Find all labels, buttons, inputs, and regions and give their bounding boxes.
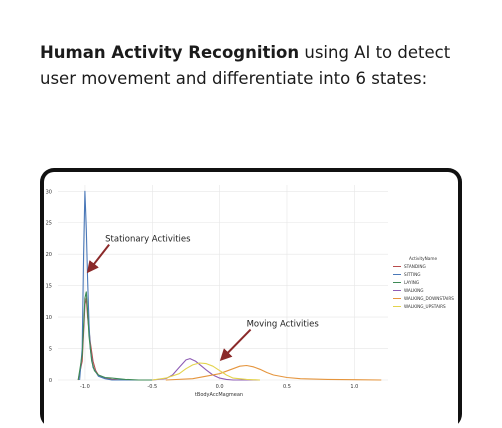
- intro-bold: Human Activity Recognition: [40, 43, 300, 62]
- legend-entry: SITTING: [404, 272, 421, 277]
- device-frame: 0 5 10 15 20 25 30 -1.0 -0.5 0.0 0.5 1.0 tBodyAccMag…: [40, 168, 462, 428]
- legend-title: ActivityName: [409, 256, 437, 261]
- legend-entry: LAYING: [404, 280, 419, 285]
- legend-entry: WALKING: [404, 288, 423, 293]
- series-line: [152, 362, 261, 381]
- y-tick-label: 5: [49, 347, 52, 353]
- legend-entry: STANDING: [404, 264, 426, 269]
- series-line: [152, 358, 260, 381]
- x-axis-label: tBodyAccMagmean: [195, 392, 243, 398]
- series-line: [165, 364, 382, 381]
- legend-entry: WALKING_DOWNSTAIRS: [404, 296, 454, 301]
- x-tick-label: -0.5: [147, 384, 157, 390]
- x-tick-label: 1.0: [350, 384, 358, 390]
- y-tick-label: 20: [46, 252, 52, 258]
- y-tick-label: 0: [49, 378, 52, 384]
- intro-text: Human Activity Recognition using AI to d…: [40, 40, 480, 92]
- y-tick-label: 25: [46, 221, 52, 227]
- annotation-label: Moving Activities: [247, 320, 320, 330]
- device-screen: 0 5 10 15 20 25 30 -1.0 -0.5 0.0 0.5 1.0 tBodyAccMag…: [44, 172, 458, 428]
- y-tick-label: 30: [46, 189, 52, 195]
- series-line: [79, 190, 153, 381]
- annotation-arrow: [219, 328, 252, 361]
- x-tick-label: 0.0: [216, 384, 224, 390]
- y-tick-label: 10: [46, 315, 52, 321]
- kde-chart: 0 5 10 15 20 25 30 -1.0 -0.5 0.0 0.5 1.0 tBodyAccMag…: [46, 185, 454, 398]
- annotation-label: Stationary Activities: [105, 235, 191, 245]
- y-tick-label: 15: [46, 284, 52, 290]
- intro-rest: using AI to detect user movement and dif…: [40, 43, 451, 88]
- annotation-arrow: [86, 243, 110, 274]
- x-tick-label: 0.5: [283, 384, 291, 390]
- legend-entry: WALKING_UPSTAIRS: [404, 304, 446, 309]
- x-tick-label: -1.0: [80, 384, 90, 390]
- series-line: [77, 291, 153, 381]
